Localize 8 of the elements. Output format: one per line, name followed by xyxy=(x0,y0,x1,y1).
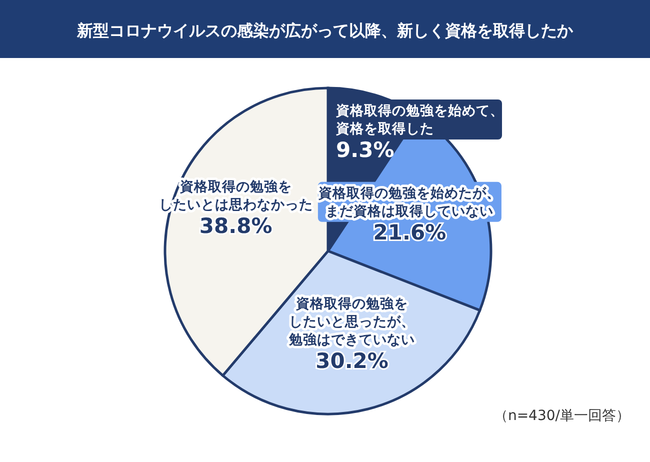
slice-label: 資格取得の勉強をしたいと思ったが、勉強はできていない xyxy=(288,296,416,348)
data-label: 9.3% xyxy=(336,138,394,162)
data-label: 30.2% xyxy=(316,348,388,373)
slice-label: 資格取得の勉強をしたいとは思わなかった xyxy=(158,179,313,214)
data-label: 38.8% xyxy=(199,214,272,238)
chart-title: 新型コロナウイルスの感染が広がって以降、新しく資格を取得したか xyxy=(76,21,574,40)
text: （n=430/単一回答） xyxy=(494,408,630,424)
data-label: 21.6% xyxy=(373,220,446,244)
